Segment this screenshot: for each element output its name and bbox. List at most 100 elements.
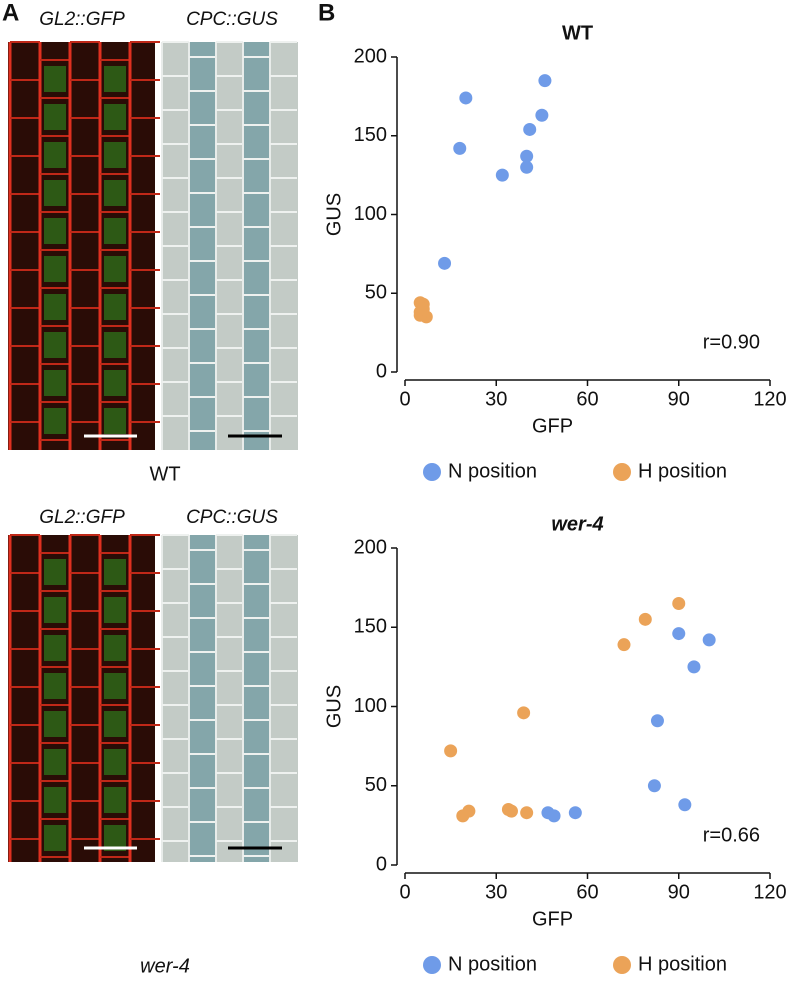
data-point	[416, 302, 430, 316]
gfp-signal	[104, 218, 126, 244]
gfp-signal	[104, 559, 126, 585]
gfp-signal	[44, 559, 66, 585]
y-tick-label: 100	[354, 695, 387, 717]
data-point	[547, 809, 561, 823]
data-point	[638, 612, 652, 626]
data-point	[459, 91, 473, 105]
gfp-signal	[44, 294, 66, 320]
data-point	[672, 627, 686, 641]
gfp-signal	[44, 332, 66, 358]
image-label: GL2::GFP	[39, 9, 125, 30]
data-point	[520, 160, 534, 174]
data-point	[535, 108, 549, 122]
legend-marker	[423, 463, 441, 481]
y-axis-label: GUS	[323, 685, 345, 728]
x-tick-label: 120	[753, 881, 786, 903]
legend-label: H position	[638, 953, 727, 975]
x-tick-label: 120	[753, 388, 786, 410]
gfp-signal	[104, 104, 126, 130]
gfp-signal	[44, 218, 66, 244]
data-point	[444, 744, 458, 758]
y-tick-label: 50	[365, 774, 387, 796]
y-tick-label: 0	[376, 360, 387, 382]
data-point	[687, 660, 701, 674]
chart-title: WT	[562, 22, 593, 44]
y-tick-label: 50	[365, 282, 387, 304]
gus-stain	[243, 42, 270, 450]
gfp-signal	[44, 408, 66, 434]
x-tick-label: 60	[576, 388, 598, 410]
data-point	[678, 798, 692, 812]
gfp-signal	[44, 597, 66, 623]
gus-stain	[189, 535, 216, 862]
gfp-signal	[104, 332, 126, 358]
y-tick-label: 150	[354, 616, 387, 638]
y-tick-label: 200	[354, 536, 387, 558]
gfp-signal	[44, 370, 66, 396]
panel-label: B	[318, 0, 335, 26]
data-point	[438, 256, 452, 270]
gfp-signal	[104, 408, 126, 434]
data-point	[520, 806, 534, 820]
gfp-image	[8, 42, 155, 450]
gfp-signal	[44, 711, 66, 737]
data-point	[650, 714, 664, 728]
x-tick-label: 0	[399, 388, 410, 410]
y-tick-label: 200	[354, 45, 387, 67]
data-point	[617, 638, 631, 652]
y-tick-label: 100	[354, 203, 387, 225]
legend-marker	[613, 463, 631, 481]
gus-stain	[189, 42, 216, 450]
gfp-signal	[104, 635, 126, 661]
y-tick-label: 150	[354, 124, 387, 146]
gus-image	[162, 535, 298, 862]
gfp-signal	[104, 711, 126, 737]
condition-label: wer-4	[140, 955, 190, 977]
y-axis-label: GUS	[323, 193, 345, 236]
image-label: CPC::GUS	[186, 507, 278, 528]
data-point	[702, 633, 716, 647]
data-point	[672, 596, 686, 610]
x-tick-label: 30	[485, 388, 507, 410]
data-point	[462, 804, 476, 818]
legend-marker	[613, 956, 631, 974]
gfp-signal	[44, 180, 66, 206]
x-tick-label: 0	[399, 881, 410, 903]
gfp-signal	[44, 256, 66, 282]
chart-title: wer-4	[551, 513, 603, 535]
x-axis-label: GFP	[532, 415, 573, 437]
annotation: r=0.90	[703, 331, 760, 353]
gfp-signal	[44, 635, 66, 661]
x-tick-label: 90	[668, 388, 690, 410]
image-label: CPC::GUS	[186, 9, 278, 30]
gfp-signal	[104, 673, 126, 699]
gfp-signal	[44, 787, 66, 813]
annotation: r=0.66	[703, 824, 760, 846]
condition-label: WT	[149, 463, 180, 485]
gfp-signal	[104, 370, 126, 396]
x-tick-label: 30	[485, 881, 507, 903]
x-tick-label: 60	[576, 881, 598, 903]
gfp-signal	[104, 597, 126, 623]
x-axis-label: GFP	[532, 908, 573, 930]
legend-label: N position	[448, 460, 537, 482]
legend-label: H position	[638, 460, 727, 482]
data-point	[495, 168, 509, 182]
gfp-signal	[44, 673, 66, 699]
micrographs	[8, 41, 298, 862]
gfp-image	[8, 535, 155, 862]
gfp-signal	[104, 294, 126, 320]
data-point	[523, 122, 537, 136]
gfp-signal	[104, 66, 126, 92]
gfp-signal	[44, 104, 66, 130]
x-tick-label: 90	[668, 881, 690, 903]
gfp-signal	[44, 66, 66, 92]
gfp-signal	[44, 749, 66, 775]
image-label: GL2::GFP	[39, 507, 125, 528]
gfp-signal	[104, 180, 126, 206]
gus-stain	[243, 535, 270, 862]
gfp-signal	[104, 749, 126, 775]
legend-label: N position	[448, 953, 537, 975]
gfp-signal	[104, 825, 126, 851]
legend-marker	[423, 956, 441, 974]
